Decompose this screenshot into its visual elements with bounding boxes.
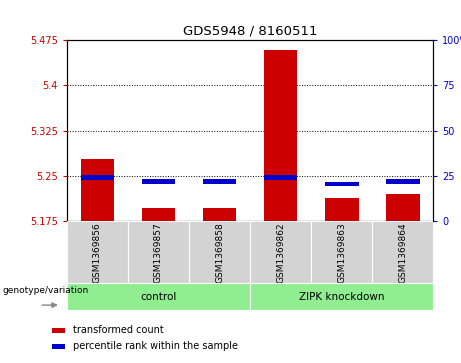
Text: GSM1369857: GSM1369857 xyxy=(154,222,163,283)
Text: transformed count: transformed count xyxy=(73,325,164,335)
Bar xyxy=(128,221,189,283)
Bar xyxy=(386,194,420,221)
Bar xyxy=(81,175,114,180)
Bar xyxy=(250,283,433,310)
Text: GSM1369858: GSM1369858 xyxy=(215,222,224,283)
Bar xyxy=(81,159,114,221)
Text: GSM1369864: GSM1369864 xyxy=(398,222,408,283)
Text: GSM1369863: GSM1369863 xyxy=(337,222,346,283)
Bar xyxy=(67,221,128,283)
Bar xyxy=(52,344,65,348)
Bar xyxy=(325,182,359,186)
Bar xyxy=(250,221,311,283)
Bar xyxy=(189,221,250,283)
Text: GSM1369862: GSM1369862 xyxy=(276,222,285,283)
Bar xyxy=(325,199,359,221)
Bar xyxy=(142,179,175,184)
Bar xyxy=(372,221,433,283)
Bar xyxy=(203,208,236,221)
Bar xyxy=(203,179,236,184)
Bar xyxy=(311,221,372,283)
Bar xyxy=(386,179,420,184)
Bar xyxy=(52,328,65,333)
Title: GDS5948 / 8160511: GDS5948 / 8160511 xyxy=(183,24,317,37)
Text: control: control xyxy=(140,292,177,302)
Bar xyxy=(264,50,297,221)
Text: GSM1369856: GSM1369856 xyxy=(93,222,102,283)
Text: genotype/variation: genotype/variation xyxy=(2,286,89,295)
Text: ZIPK knockdown: ZIPK knockdown xyxy=(299,292,384,302)
Bar xyxy=(67,283,250,310)
Bar xyxy=(264,175,297,180)
Text: percentile rank within the sample: percentile rank within the sample xyxy=(73,341,238,351)
Bar xyxy=(142,208,175,221)
